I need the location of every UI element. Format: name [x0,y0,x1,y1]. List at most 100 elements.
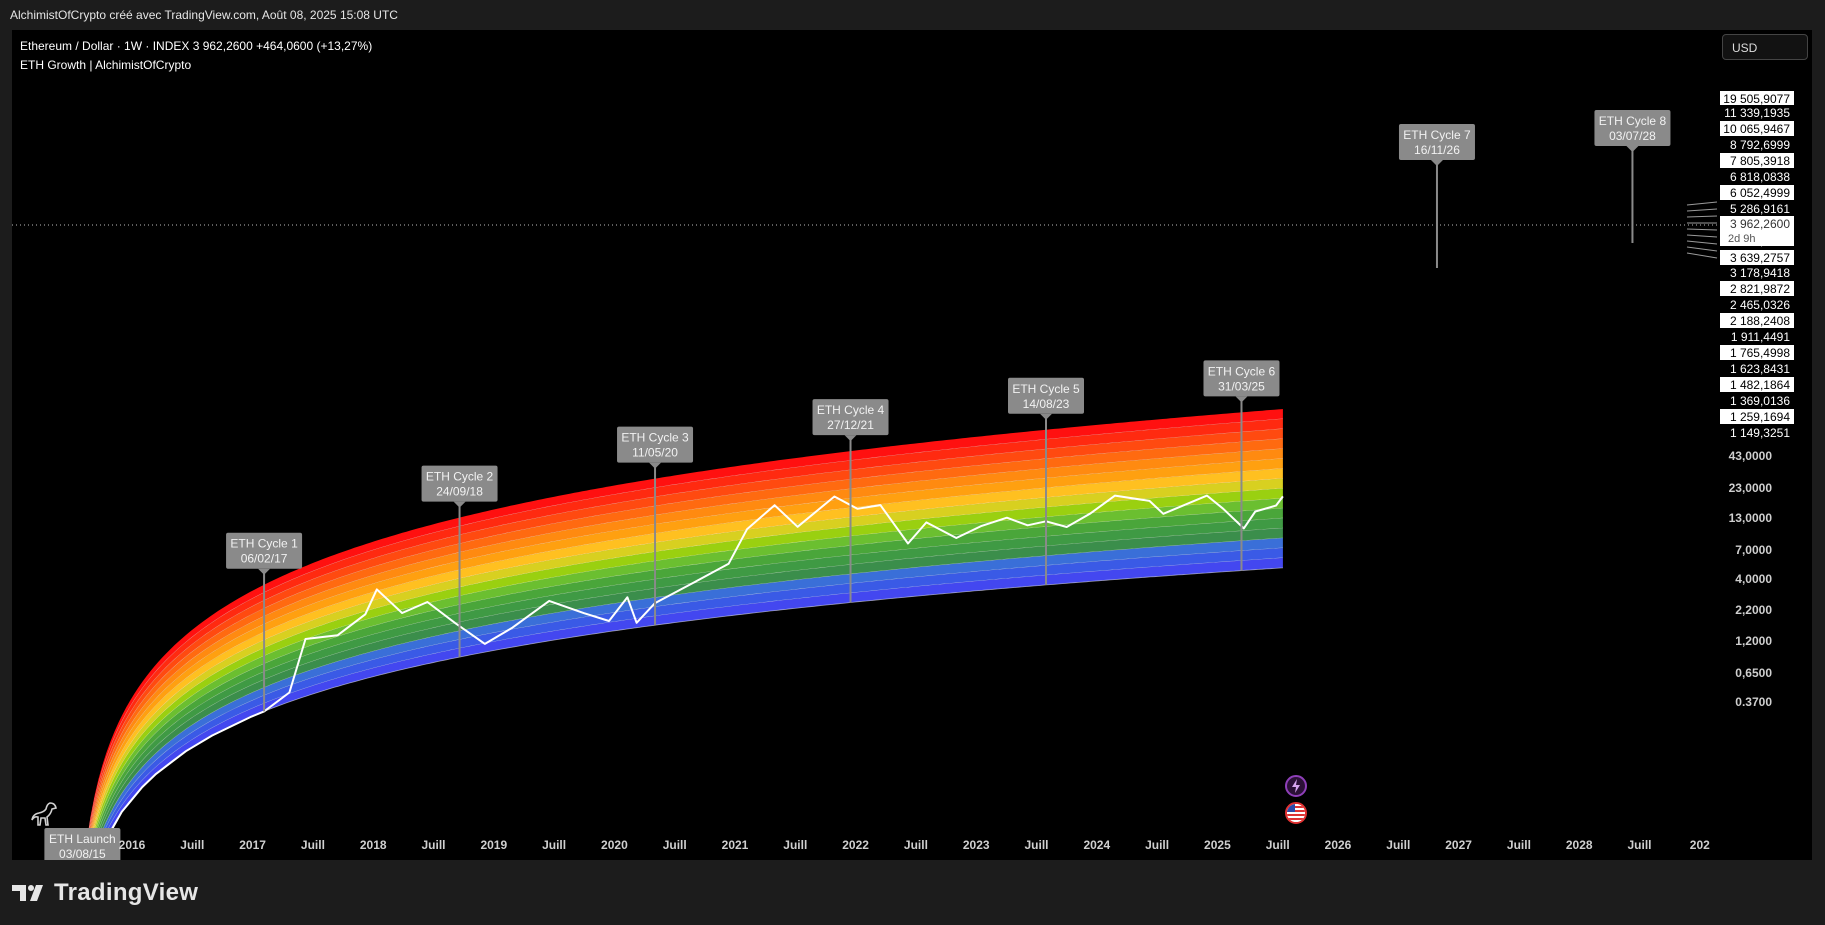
price-axis-label: 6 818,0838 [1730,170,1790,184]
price-axis-label: 2 821,9872 [1730,282,1790,296]
cycle-date: 24/09/18 [436,485,483,499]
attribution-bar: AlchimistOfCrypto créé avec TradingView.… [0,0,1825,30]
projection-tick [1686,228,1718,231]
cycle-name: ETH Cycle 3 [621,431,689,445]
cycle-label-box[interactable] [1203,360,1280,397]
cycle-label-box[interactable] [1594,110,1671,146]
x-tick-label: Juill [301,838,325,852]
cycle-label-box[interactable] [617,426,694,463]
symbol-legend[interactable]: Ethereum / Dollar · 1W · INDEX 3 962,260… [20,39,373,53]
rainbow-band [82,557,1283,860]
cycle-date: 03/07/28 [1609,129,1656,143]
x-tick-label: Juill [542,838,566,852]
indicator-legend[interactable]: ETH Growth | AlchimistOfCrypto [20,58,192,72]
x-tick-label: 2021 [722,838,749,852]
price-axis-label-bg [1720,329,1794,344]
price-axis-label: 1 149,3251 [1730,426,1790,440]
price-axis-label: 11 339,1935 [1724,106,1790,120]
cycle-label-box[interactable] [226,532,303,569]
lightning-icon[interactable] [1285,775,1307,797]
price-axis-label-bg [1720,185,1794,200]
x-tick-label: 2019 [480,838,507,852]
attribution-text: AlchimistOfCrypto créé avec TradingView.… [10,8,398,22]
x-tick-label: 2018 [360,838,387,852]
y-tick-label: 2,2000 [1735,603,1772,617]
cycle-date: 14/08/23 [1023,397,1070,411]
price-axis-label: 2 188,2408 [1730,314,1790,328]
price-axis-label: 8 792,6999 [1730,138,1790,152]
cycle-name: ETH Cycle 4 [817,403,885,417]
projection-tick [1686,234,1718,238]
price-axis-label: 1 911,4491 [1731,330,1790,344]
price-axis-label-bg [1720,377,1794,392]
cycle-name: ETH Cycle 2 [426,470,494,484]
countdown-label: 2d 9h [1728,233,1756,245]
chart-panel[interactable]: ETH Launch 03/08/15 ETH Cycle 1 06/02/17 ETH… [12,30,1812,860]
cycle-name: ETH Cycle 6 [1208,364,1276,378]
tradingview-logo-icon [12,885,43,901]
price-axis-label: 1 623,8431 [1730,362,1790,376]
price-axis-label: 19 505,9077 [1723,92,1790,106]
projection-tick [1686,201,1718,206]
price-axis-label: 3 639,2757 [1730,251,1790,265]
price-axis-label-bg [1720,201,1794,216]
cycle-date: 11/05/20 [632,446,678,460]
cycle-label-box[interactable] [421,465,498,502]
price-axis-label-bg [1720,137,1794,152]
x-tick-label: Juill [1507,838,1531,852]
price-axis-label-bg [1720,361,1794,376]
cycle-label-box[interactable] [1008,377,1085,414]
x-tick-label: 2016 [119,838,146,852]
tradingview-logo[interactable]: TradingView [12,879,198,906]
y-tick-label: 43,0000 [1729,449,1773,463]
cycle-label-box[interactable] [44,828,121,860]
price-axis-label: 2 465,0326 [1730,298,1790,312]
x-tick-label: 2017 [239,838,266,852]
price-axis-label-bg [1720,250,1794,265]
projection-tick [1686,240,1718,245]
rainbow-band [82,538,1283,860]
cycle-name: ETH Launch [49,832,116,846]
cycle-label-box[interactable] [1398,124,1475,160]
y-tick-label: 1,2000 [1735,634,1772,648]
cycle-date: 16/11/26 [1414,143,1460,157]
cycle-name: ETH Cycle 7 [1403,128,1471,142]
price-axis-label: 3 178,9418 [1730,266,1790,280]
price-axis-label: 1 259,1694 [1730,410,1790,424]
x-tick-label: Juill [1386,838,1410,852]
x-tick-label: Juill [1024,838,1048,852]
x-tick-label: Juill [1266,838,1290,852]
current-price-label: 3 962,2600 [1730,217,1790,231]
x-tick-label: Juill [783,838,807,852]
x-tick-label: Juill [904,838,928,852]
x-tick-label: 2020 [601,838,628,852]
x-tick-label: Juill [1627,838,1651,852]
currency-button[interactable]: USD [1722,34,1808,60]
x-tick-label: 2023 [963,838,990,852]
us-flag-icon[interactable] [1285,802,1307,824]
projection-tick [1686,252,1718,259]
price-axis-label: 6 052,4999 [1730,186,1790,200]
projection-tick [1686,246,1718,252]
price-axis-label: 1 369,0136 [1730,394,1790,408]
price-axis-label: 7 805,3918 [1730,154,1790,168]
price-axis-label-bg [1720,425,1794,440]
current-price-label-bg [1720,216,1794,246]
cycle-name: ETH Cycle 1 [230,537,298,551]
cycle-date: 03/08/15 [59,847,106,860]
x-tick-label: 2026 [1325,838,1352,852]
cycle-label-pointer [1040,413,1053,420]
price-axis-label-bg [1720,297,1794,312]
price-axis-label-bg [1720,105,1794,120]
x-tick-label: Juill [663,838,687,852]
dino-icon[interactable] [30,800,60,833]
rainbow-band [82,548,1283,860]
price-axis-label-bg [1720,281,1794,296]
cycle-label-box[interactable] [812,399,889,436]
y-tick-label: 0.3700 [1735,695,1772,709]
cycle-label-pointer [844,435,857,442]
eth-price-line [81,494,1284,859]
y-tick-label: 4,0000 [1735,572,1772,586]
band-separator [82,567,1283,860]
